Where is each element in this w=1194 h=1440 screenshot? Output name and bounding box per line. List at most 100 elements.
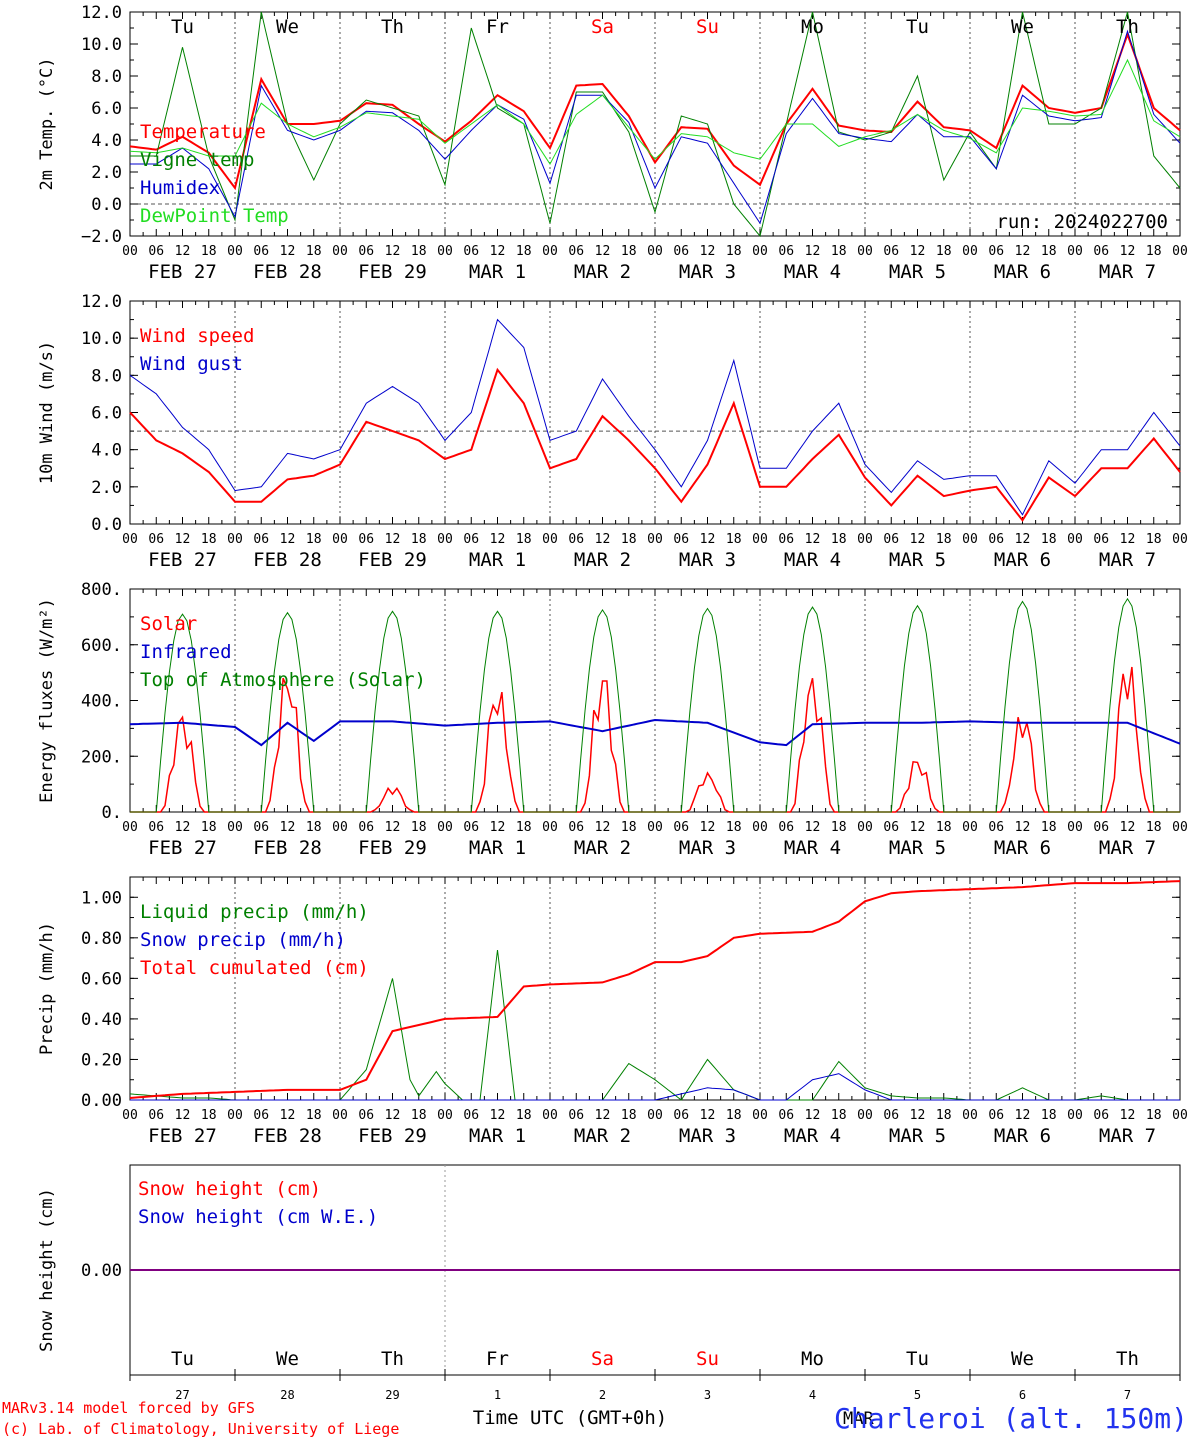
hour-tick-label: 12 (280, 244, 296, 259)
hour-tick-label: 12 (490, 532, 506, 547)
hour-tick-label: 12 (700, 1108, 716, 1123)
legend-entry: Total cumulated (cm) (140, 957, 369, 979)
hour-tick-label: 06 (148, 244, 164, 259)
hour-tick-label: 12 (1015, 244, 1031, 259)
y-tick-label: −2.0 (81, 227, 122, 247)
hour-tick-label: 12 (1120, 1108, 1136, 1123)
date-label: MAR 5 (889, 261, 946, 283)
legend-entry: Temperature (140, 121, 266, 143)
hour-tick-label: 06 (1093, 244, 1109, 259)
hour-tick-label: 18 (306, 820, 322, 835)
hour-tick-label: 12 (280, 532, 296, 547)
hour-tick-label: 12 (280, 1108, 296, 1123)
y-tick-label: 0.80 (81, 929, 122, 949)
hour-tick-label: 18 (1041, 532, 1057, 547)
hour-tick-label: 06 (673, 1108, 689, 1123)
hour-tick-label: 00 (227, 532, 243, 547)
y-tick-label: 400. (81, 692, 122, 712)
hour-tick-label: 06 (988, 1108, 1004, 1123)
hour-tick-label: 18 (936, 532, 952, 547)
hour-tick-label: 00 (962, 244, 978, 259)
weekday-label: Sa (591, 16, 614, 38)
hour-tick-label: 00 (752, 532, 768, 547)
y-tick-label: 600. (81, 636, 122, 656)
hour-tick-label: 00 (122, 244, 138, 259)
date-label: MAR 3 (679, 837, 736, 859)
y-tick-label: 8.0 (91, 366, 122, 386)
day-number-label: 3 (704, 1388, 711, 1402)
date-label: MAR 3 (679, 261, 736, 283)
hour-tick-label: 18 (726, 532, 742, 547)
hour-tick-label: 18 (936, 1108, 952, 1123)
hour-tick-label: 12 (595, 532, 611, 547)
hour-tick-label: 00 (647, 244, 663, 259)
hour-tick-label: 00 (227, 244, 243, 259)
hour-tick-label: 12 (805, 244, 821, 259)
hour-tick-label: 18 (411, 244, 427, 259)
hour-tick-label: 12 (385, 532, 401, 547)
date-label: MAR 7 (1099, 1125, 1156, 1147)
hour-tick-label: 00 (332, 820, 348, 835)
date-label: MAR 4 (784, 837, 841, 859)
hour-tick-label: 00 (962, 820, 978, 835)
weekday-label: Th (1116, 1348, 1139, 1370)
hour-tick-label: 12 (175, 244, 191, 259)
hour-tick-label: 12 (385, 820, 401, 835)
hour-tick-label: 00 (332, 244, 348, 259)
y-tick-label: 1.00 (81, 888, 122, 908)
date-label: MAR 5 (889, 1125, 946, 1147)
date-label: MAR 4 (784, 1125, 841, 1147)
weekday-label: We (276, 1348, 299, 1370)
legend-entry: Snow height (cm) (138, 1178, 321, 1200)
hour-tick-label: 18 (726, 820, 742, 835)
y-tick-label: 12.0 (81, 3, 122, 23)
hour-tick-label: 00 (542, 820, 558, 835)
date-label: FEB 27 (148, 549, 217, 571)
hour-tick-label: 00 (437, 244, 453, 259)
hour-tick-label: 06 (253, 532, 269, 547)
y-tick-label: 4.0 (91, 441, 122, 461)
hour-tick-label: 06 (148, 532, 164, 547)
hour-tick-label: 06 (568, 1108, 584, 1123)
date-label: FEB 29 (358, 549, 427, 571)
weekday-label: Tu (171, 16, 194, 38)
hour-tick-label: 18 (1146, 820, 1162, 835)
hour-tick-label: 06 (463, 820, 479, 835)
hour-tick-label: 06 (358, 244, 374, 259)
legend-entry: Snow height (cm W.E.) (138, 1206, 378, 1228)
hour-tick-label: 18 (1041, 244, 1057, 259)
date-label: MAR 5 (889, 549, 946, 571)
series-line (129, 318, 1181, 516)
series-line (129, 58, 1181, 165)
y-tick-label: 8.0 (91, 67, 122, 87)
hour-tick-label: 06 (358, 1108, 374, 1123)
y-tick-label: 12.0 (81, 292, 122, 312)
date-label: FEB 29 (358, 1125, 427, 1147)
hour-tick-label: 06 (778, 820, 794, 835)
hour-tick-label: 00 (542, 244, 558, 259)
hour-tick-label: 00 (332, 1108, 348, 1123)
date-label: FEB 29 (358, 261, 427, 283)
date-label: FEB 29 (358, 837, 427, 859)
hour-tick-label: 00 (857, 820, 873, 835)
weekday-label: Su (696, 16, 719, 38)
weekday-label: We (1011, 16, 1034, 38)
hour-tick-label: 18 (621, 244, 637, 259)
hour-tick-label: 18 (1041, 820, 1057, 835)
legend-entry: Wind speed (140, 325, 254, 347)
date-label: MAR 6 (994, 261, 1051, 283)
hour-tick-label: 12 (595, 820, 611, 835)
hour-tick-label: 06 (358, 820, 374, 835)
weekday-label: Fr (486, 16, 509, 38)
y-tick-label: 0.00 (81, 1091, 122, 1111)
weekday-label: Tu (906, 16, 929, 38)
series-line (130, 597, 1180, 813)
hour-tick-label: 18 (201, 532, 217, 547)
date-label: MAR 1 (469, 1125, 526, 1147)
hour-tick-label: 06 (568, 820, 584, 835)
legend-entry: Humidex (140, 177, 220, 199)
hour-tick-label: 06 (673, 820, 689, 835)
y-axis-label: Precip (mm/h) (37, 922, 57, 1055)
series-line (129, 718, 1181, 747)
hour-tick-label: 12 (1120, 820, 1136, 835)
